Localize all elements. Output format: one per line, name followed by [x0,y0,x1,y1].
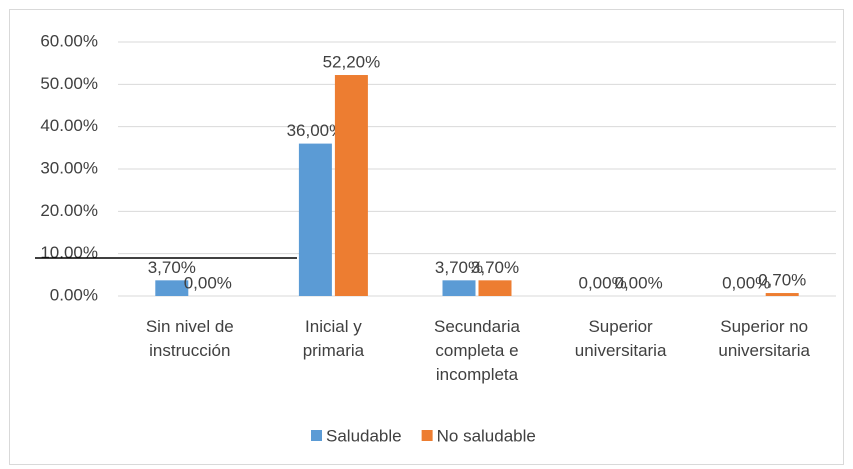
bar [334,75,368,297]
data-label: 3,70% [148,258,196,277]
y-tick-label: 20.00% [40,201,98,220]
bar [298,143,332,296]
bar [442,280,476,296]
chart-border [9,9,844,465]
data-label: 0,00% [184,273,232,292]
legend-swatch [421,430,433,441]
data-label: 0,00% [578,273,626,292]
data-label: 3,70% [435,258,483,277]
legend-label: Saludable [326,426,402,445]
x-tick-label: Secundaria completa e incompleta [434,317,521,384]
x-tick-label: Inicial y primaria [303,317,365,360]
bar [478,280,512,296]
x-tick-label: Sin nivel de instrucción [146,317,234,360]
x-tick-label: Superior no universitaria [718,317,810,360]
y-tick-label: 30.00% [40,158,98,177]
legend-label: No saludable [437,426,536,445]
data-label: 52,20% [323,53,381,72]
y-tick-label: 50.00% [40,74,98,93]
x-tick-label: Superior universitaria [575,317,667,360]
data-label: 3,70% [471,258,519,277]
bar [155,280,189,296]
data-label: 0,00% [614,273,662,292]
data-label: 0,70% [758,271,806,290]
y-tick-label: 10.00% [40,243,98,262]
y-tick-label: 40.00% [40,116,98,135]
data-label: 36,00% [287,121,345,140]
y-tick-label: 0.00% [50,285,98,304]
y-tick-label: 60.00% [40,31,98,50]
legend-swatch [311,430,322,441]
bar [765,293,799,296]
data-label: 0,00% [722,273,770,292]
